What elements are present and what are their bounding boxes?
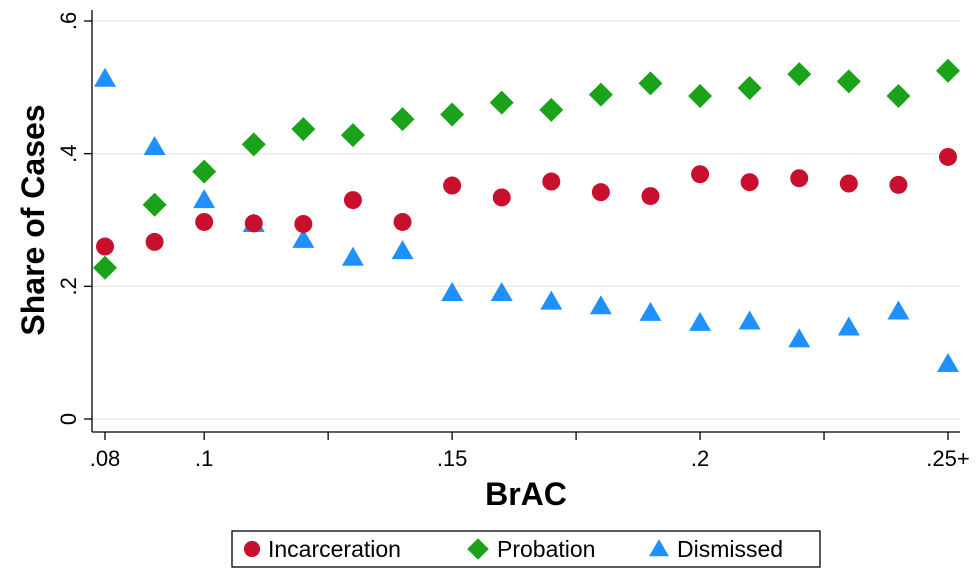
- dismissed-point: [738, 310, 761, 330]
- dismissed-point: [837, 316, 860, 336]
- legend-label-dismissed: Dismissed: [677, 536, 783, 562]
- y-axis-title: Share of Cases: [15, 104, 51, 335]
- probation-point: [489, 90, 514, 115]
- probation-point: [638, 71, 663, 96]
- x-tick-label: .08: [90, 446, 121, 471]
- probation-point: [440, 102, 465, 127]
- probation-point: [142, 192, 167, 217]
- probation-point: [340, 123, 365, 148]
- y-tick-label: 0: [56, 413, 81, 425]
- incarceration-point: [939, 147, 957, 166]
- probation-point: [688, 83, 713, 108]
- dismissed-point: [441, 281, 464, 301]
- legend-marker-probation: [467, 538, 489, 560]
- data-points: [93, 58, 960, 372]
- series-incarceration: [96, 147, 957, 256]
- probation-point: [192, 159, 217, 184]
- incarceration-point: [145, 232, 164, 251]
- probation-point: [836, 69, 861, 94]
- y-tick-label: .2: [56, 277, 81, 295]
- incarceration-point: [96, 237, 114, 256]
- dismissed-point: [689, 311, 712, 331]
- dismissed-point: [788, 328, 811, 348]
- incarceration-point: [244, 214, 263, 233]
- probation-point: [787, 62, 812, 87]
- dismissed-point: [193, 189, 216, 209]
- legend: Incarceration Probation Dismissed: [231, 530, 821, 568]
- incarceration-point: [839, 174, 858, 193]
- probation-point: [588, 82, 613, 107]
- incarceration-point: [790, 169, 809, 188]
- gridlines: [92, 20, 960, 420]
- legend-label-incarceration: Incarceration: [268, 536, 401, 562]
- incarceration-point: [343, 191, 362, 210]
- probation-point: [886, 83, 911, 108]
- dismissed-point: [143, 136, 166, 156]
- x-tick-label: .1: [195, 446, 213, 471]
- dismissed-point: [94, 67, 116, 87]
- dismissed-point: [540, 290, 563, 310]
- dismissed-point: [887, 300, 910, 320]
- dismissed-point: [589, 295, 612, 315]
- incarceration-point: [641, 187, 660, 206]
- dismissed-point: [937, 352, 959, 372]
- incarceration-point: [740, 173, 759, 192]
- incarceration-point: [294, 214, 313, 233]
- y-tick-label: .6: [56, 12, 81, 30]
- legend-label-probation: Probation: [497, 536, 595, 562]
- axes: 0 .2 .4 .6 .08 .1 .15 .2 .25+: [56, 10, 970, 471]
- x-axis-title: BrAC: [485, 476, 567, 512]
- incarceration-point: [591, 183, 610, 202]
- legend-box: [231, 530, 821, 568]
- series-dismissed: [94, 67, 959, 372]
- dismissed-point: [292, 228, 315, 248]
- incarceration-point: [195, 212, 214, 231]
- incarceration-point: [889, 175, 908, 194]
- incarceration-point: [542, 172, 561, 191]
- incarceration-point: [443, 176, 462, 195]
- x-tick-label: .15: [437, 446, 468, 471]
- probation-point: [936, 58, 960, 83]
- probation-point: [390, 107, 415, 132]
- legend-marker-incarceration: [243, 540, 261, 558]
- probation-point: [291, 117, 316, 142]
- incarceration-point: [393, 212, 412, 231]
- dismissed-point: [639, 301, 662, 321]
- series-probation: [93, 58, 960, 280]
- y-tick-label: .4: [56, 144, 81, 162]
- x-tick-label: .25+: [926, 446, 969, 471]
- x-tick-label: .2: [691, 446, 709, 471]
- dismissed-point: [391, 240, 414, 260]
- dismissed-point: [490, 281, 513, 301]
- legend-marker-dismissed: [649, 539, 669, 557]
- probation-point: [539, 97, 564, 122]
- dismissed-point: [341, 246, 364, 266]
- probation-point: [93, 255, 117, 280]
- probation-point: [737, 75, 762, 100]
- incarceration-point: [691, 165, 710, 184]
- incarceration-point: [492, 188, 511, 207]
- probation-point: [241, 132, 266, 157]
